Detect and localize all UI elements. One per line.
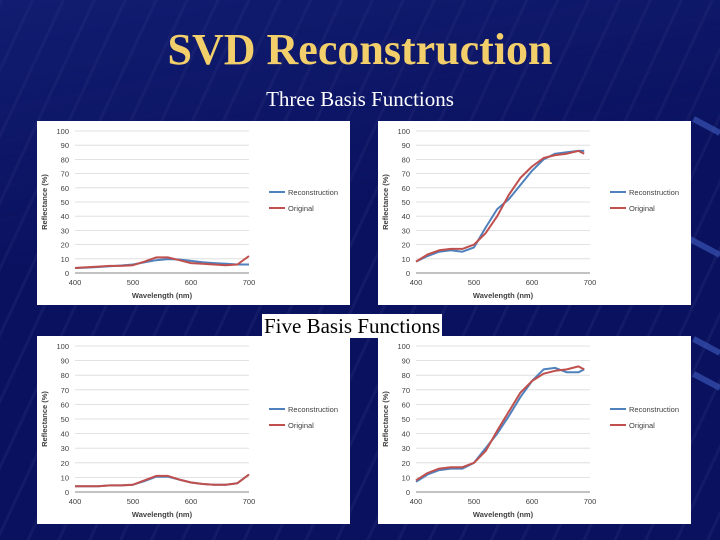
section-label-five-basis: Five Basis Functions xyxy=(262,314,443,338)
chart-three-basis-right: 0 10 20 30 40 50 60 70 80 90 100 400 500 600 700 Wavele… xyxy=(381,127,679,300)
y-tick-label: 50 xyxy=(61,415,69,424)
y-tick-label: 80 xyxy=(61,155,69,164)
x-tick-label: 400 xyxy=(69,497,82,506)
chart-three-basis-left: 0 10 20 30 40 50 60 70 80 90 100 400 500 600 700 Wavele… xyxy=(40,127,338,300)
y-tick-label: 70 xyxy=(61,170,69,179)
y-tick-label: 60 xyxy=(61,400,69,409)
x-tick-label: 600 xyxy=(526,278,539,287)
legend-label-original: Original xyxy=(629,421,655,430)
y-tick-label: 90 xyxy=(402,357,410,366)
chart-panel-three-right: 0 10 20 30 40 50 60 70 80 90 100 400 500 600 700 Wavele… xyxy=(378,121,691,305)
x-tick-label: 600 xyxy=(185,278,198,287)
x-tick-label: 400 xyxy=(410,278,423,287)
y-tick-label: 50 xyxy=(402,198,410,207)
series-line-original xyxy=(74,255,250,269)
y-tick-label: 60 xyxy=(402,400,410,409)
y-tick-label: 0 xyxy=(65,269,69,278)
series-line-original xyxy=(415,149,585,263)
y-tick-label: 40 xyxy=(402,212,410,221)
y-tick-label: 20 xyxy=(402,459,410,468)
y-axis-label: Reflectance (%) xyxy=(40,391,49,447)
x-tick-label: 600 xyxy=(526,497,539,506)
legend-label-reconstruction: Reconstruction xyxy=(629,188,679,197)
y-tick-label: 50 xyxy=(61,198,69,207)
y-tick-label: 90 xyxy=(61,141,69,150)
x-tick-label: 500 xyxy=(468,278,481,287)
slide-title: SVD Reconstruction xyxy=(167,25,553,74)
y-tick-label: 10 xyxy=(61,473,69,482)
y-tick-label: 40 xyxy=(402,430,410,439)
legend-label-original: Original xyxy=(288,421,314,430)
y-tick-label: 20 xyxy=(61,459,69,468)
legend-label-reconstruction: Reconstruction xyxy=(629,405,679,414)
series-line-original xyxy=(415,365,585,482)
legend-label-reconstruction: Reconstruction xyxy=(288,188,338,197)
y-tick-label: 60 xyxy=(402,184,410,193)
y-tick-label: 50 xyxy=(402,415,410,424)
chart-panel-five-right: 0 10 20 30 40 50 60 70 80 90 100 400 500 600 700 Wavele… xyxy=(378,336,691,524)
x-tick-label: 500 xyxy=(127,278,140,287)
series-line-original xyxy=(75,473,250,488)
y-tick-label: 100 xyxy=(56,342,69,351)
y-tick-label: 20 xyxy=(61,241,69,250)
y-tick-label: 100 xyxy=(56,127,69,136)
y-tick-label: 100 xyxy=(397,127,410,136)
chart-five-basis-left: 0 10 20 30 40 50 60 70 80 90 100 400 500 600 700 Wavele… xyxy=(40,342,338,519)
y-tick-label: 40 xyxy=(61,430,69,439)
x-axis-label: Wavelength (nm) xyxy=(132,510,193,519)
y-axis-label: Reflectance (%) xyxy=(381,391,390,447)
legend-label-reconstruction: Reconstruction xyxy=(288,405,338,414)
y-tick-label: 0 xyxy=(406,488,410,497)
y-tick-label: 90 xyxy=(402,141,410,150)
x-tick-label: 400 xyxy=(410,497,423,506)
y-tick-label: 90 xyxy=(61,357,69,366)
y-tick-label: 70 xyxy=(402,170,410,179)
y-tick-label: 20 xyxy=(402,241,410,250)
y-tick-label: 30 xyxy=(61,226,69,235)
chart-panel-five-left: 0 10 20 30 40 50 60 70 80 90 100 400 500 600 700 Wavele… xyxy=(37,336,350,524)
y-tick-label: 10 xyxy=(61,255,69,264)
legend-label-original: Original xyxy=(288,204,314,213)
y-tick-label: 10 xyxy=(402,255,410,264)
y-tick-label: 0 xyxy=(65,488,69,497)
x-tick-label: 700 xyxy=(584,278,597,287)
y-tick-label: 70 xyxy=(402,386,410,395)
chart-five-basis-right: 0 10 20 30 40 50 60 70 80 90 100 400 500 600 700 Wavele… xyxy=(381,342,679,519)
x-tick-label: 600 xyxy=(185,497,198,506)
y-tick-label: 40 xyxy=(61,212,69,221)
y-tick-label: 0 xyxy=(406,269,410,278)
y-axis-label: Reflectance (%) xyxy=(381,174,390,230)
x-tick-label: 500 xyxy=(468,497,481,506)
x-tick-label: 700 xyxy=(243,497,256,506)
x-axis-label: Wavelength (nm) xyxy=(473,510,534,519)
x-tick-label: 400 xyxy=(69,278,82,287)
y-tick-label: 80 xyxy=(61,371,69,380)
x-axis-label: Wavelength (nm) xyxy=(473,291,534,300)
y-tick-label: 100 xyxy=(397,342,410,351)
legend-label-original: Original xyxy=(629,204,655,213)
y-tick-label: 30 xyxy=(402,226,410,235)
y-tick-label: 30 xyxy=(61,444,69,453)
x-axis-label: Wavelength (nm) xyxy=(132,291,193,300)
y-tick-label: 80 xyxy=(402,155,410,164)
x-tick-label: 700 xyxy=(243,278,256,287)
y-tick-label: 30 xyxy=(402,444,410,453)
y-tick-label: 70 xyxy=(61,386,69,395)
x-tick-label: 700 xyxy=(584,497,597,506)
section-label-three-basis: Three Basis Functions xyxy=(266,87,454,111)
y-axis-label: Reflectance (%) xyxy=(40,174,49,230)
y-tick-label: 10 xyxy=(402,473,410,482)
y-tick-label: 60 xyxy=(61,184,69,193)
x-tick-label: 500 xyxy=(127,497,140,506)
chart-panel-three-left: 0 10 20 30 40 50 60 70 80 90 100 400 500 600 700 Wavele… xyxy=(37,121,350,305)
y-tick-label: 80 xyxy=(402,371,410,380)
